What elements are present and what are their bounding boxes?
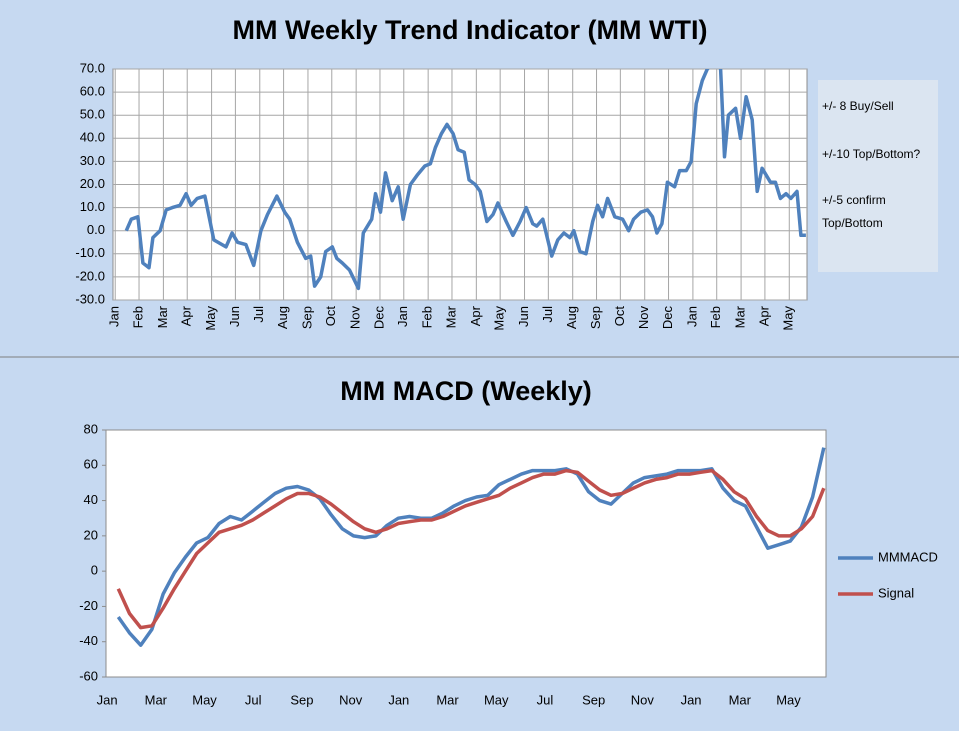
y-tick-label: 20.0: [80, 176, 105, 191]
x-tick-label: Jan: [97, 692, 118, 707]
x-tick-label: Jun: [516, 306, 531, 327]
x-tick-label: May: [192, 692, 217, 707]
legend-label: MMMACD: [878, 549, 938, 564]
y-tick-label: -20.0: [75, 268, 105, 283]
x-tick-label: Aug: [275, 306, 290, 329]
x-tick-label: Jan: [107, 306, 122, 327]
x-tick-label: Jul: [540, 306, 555, 323]
x-tick-label: Jul: [537, 692, 554, 707]
y-tick-label: 0: [91, 563, 98, 578]
x-tick-label: Jan: [388, 692, 409, 707]
legend-label: Signal: [878, 585, 914, 600]
x-tick-label: Mar: [436, 692, 459, 707]
x-tick-label: Mar: [145, 692, 168, 707]
y-tick-label: -60: [79, 668, 98, 683]
x-tick-label: Sep: [290, 692, 313, 707]
note-box: [818, 80, 938, 272]
x-tick-label: Jul: [245, 692, 262, 707]
x-tick-label: Jun: [227, 306, 242, 327]
x-tick-label: Dec: [660, 306, 675, 330]
chart-title: MM MACD (Weekly): [340, 376, 592, 406]
y-tick-label: 10.0: [80, 199, 105, 214]
annotation: +/-10 Top/Bottom?: [822, 147, 921, 161]
x-tick-label: Mar: [729, 692, 752, 707]
x-tick-label: May: [492, 306, 507, 331]
x-tick-label: Mar: [733, 305, 748, 328]
series-line: [116, 468, 826, 630]
annotation: +/-5 confirm: [822, 193, 886, 207]
x-tick-label: May: [781, 306, 796, 331]
y-tick-label: 60: [84, 457, 98, 472]
y-tick-label: 60.0: [80, 84, 105, 99]
x-tick-label: Nov: [636, 306, 651, 330]
x-tick-label: Sep: [588, 306, 603, 329]
y-tick-label: -40: [79, 633, 98, 648]
y-tick-label: -20: [79, 598, 98, 613]
x-tick-label: Jan: [684, 306, 699, 327]
y-tick-label: 50.0: [80, 107, 105, 122]
x-tick-label: May: [203, 306, 218, 331]
series-line: [124, 69, 806, 291]
x-tick-label: Oct: [323, 306, 338, 327]
x-tick-label: Feb: [130, 306, 145, 328]
plot-area: [105, 429, 827, 678]
x-tick-label: Jul: [251, 306, 266, 323]
x-tick-label: Apr: [179, 305, 194, 326]
x-tick-label: Nov: [339, 692, 363, 707]
y-tick-label: 40: [84, 492, 98, 507]
y-tick-label: 20: [84, 527, 98, 542]
y-tick-label: 30.0: [80, 153, 105, 168]
x-tick-label: Feb: [420, 306, 435, 328]
x-tick-label: Apr: [756, 305, 771, 326]
x-tick-label: Sep: [299, 306, 314, 329]
x-tick-label: Oct: [612, 306, 627, 327]
x-tick-label: Mar: [155, 305, 170, 328]
x-tick-label: Sep: [582, 692, 605, 707]
x-tick-label: Aug: [564, 306, 579, 329]
annotation: +/- 8 Buy/Sell: [822, 99, 894, 113]
y-tick-label: 0.0: [87, 222, 105, 237]
x-tick-label: Dec: [371, 306, 386, 330]
x-tick-label: May: [484, 692, 509, 707]
x-tick-label: May: [776, 692, 801, 707]
annotation: Top/Bottom: [822, 216, 883, 230]
y-tick-label: -30.0: [75, 291, 105, 306]
chart-title: MM Weekly Trend Indicator (MM WTI): [232, 15, 707, 45]
x-tick-label: Jan: [395, 306, 410, 327]
x-tick-label: Feb: [708, 306, 723, 328]
x-tick-label: Jan: [681, 692, 702, 707]
y-tick-label: -10.0: [75, 245, 105, 260]
x-tick-label: Nov: [348, 306, 363, 330]
x-tick-label: Apr: [468, 305, 483, 326]
y-tick-label: 70.0: [80, 60, 105, 75]
x-tick-label: Mar: [443, 305, 458, 328]
y-tick-label: 40.0: [80, 130, 105, 145]
x-tick-label: Nov: [631, 692, 655, 707]
y-tick-label: 80: [84, 421, 98, 436]
